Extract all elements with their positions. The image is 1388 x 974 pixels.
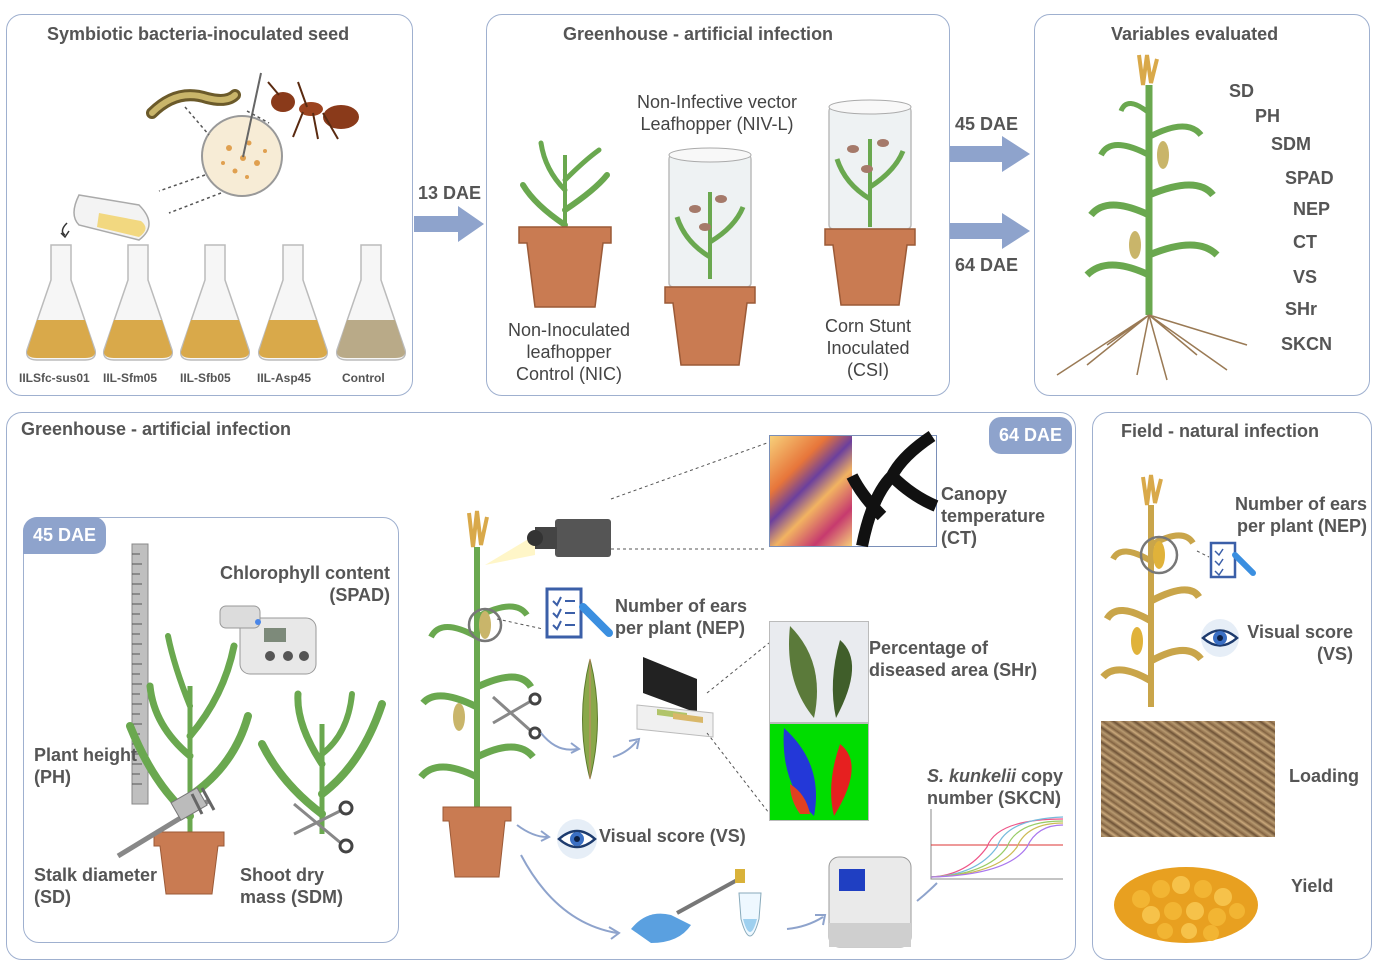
flask-label-3: IIL-Sfb05: [180, 371, 231, 385]
scissors-icon-2: [491, 692, 542, 740]
flask-label-1: IILSfc-sus01: [19, 371, 90, 385]
sdm-label: Shoot dry mass (SDM): [240, 865, 344, 907]
panel-variables-title: Variables evaluated: [1111, 24, 1279, 44]
panel-variables: Variables evaluated SD PH SDM SPAD NEP C…: [1034, 14, 1370, 396]
arrow-label-13dae: 13 DAE: [418, 183, 482, 203]
thermal-image: [769, 431, 939, 548]
sd-label: Stalk diameter (SD): [34, 865, 158, 907]
var-spad: SPAD: [1285, 168, 1334, 188]
nep-connector: [496, 618, 544, 630]
central-maize-icon: [418, 510, 536, 878]
leaf-icon: [582, 658, 598, 780]
field-checklist-icon: [1196, 541, 1256, 579]
camera-connectors: [610, 442, 768, 550]
maize-plant-pot-icon: [126, 633, 252, 895]
var-shr: SHr: [1285, 299, 1318, 319]
badge-45dae: 45 DAE: [23, 517, 107, 554]
arrow-45dae-icon: [950, 136, 1030, 172]
var-vs: VS: [1293, 267, 1318, 287]
var-nep: NEP: [1293, 199, 1331, 219]
scissors-icon: [293, 800, 354, 854]
panel-field: Field - natural infection Number of ears…: [1092, 412, 1372, 960]
scanner-icon: [636, 657, 714, 738]
var-ph: PH: [1255, 106, 1281, 126]
ct-label: Canopy temperature (CT): [941, 484, 1046, 548]
nep-label: Number of ears per plant (NEP): [615, 596, 748, 638]
ph-label: Plant height (PH): [34, 745, 137, 787]
inoculated-flasks: [25, 244, 407, 361]
panel-field-title: Field - natural infection: [1121, 421, 1320, 441]
field-eye-icon: [1201, 619, 1239, 657]
flask-label-5: Control: [342, 371, 385, 385]
var-ct: CT: [1293, 232, 1317, 252]
dotted-connectors: [158, 106, 270, 214]
panel-greenhouse-bottom: Greenhouse - artificial infection 64 DAE…: [6, 412, 1076, 960]
petri-dish-icon: [201, 72, 283, 197]
arrow-64dae-icon: [950, 213, 1030, 249]
calipers-icon: [116, 787, 216, 859]
var-skcn: SKCN: [1281, 334, 1333, 354]
dry-maize-plant-icon: [1100, 474, 1204, 707]
shr-label: Percentage of diseased area (SHr): [869, 638, 1038, 680]
leaf-segmentation-image: [769, 723, 869, 821]
scanner-connectors: [706, 642, 770, 814]
arrow-13dae-icon: [414, 206, 484, 242]
panel-greenhouse-top: Greenhouse - artificial infection Non-In…: [486, 14, 950, 396]
skcn-label: S. kunkelii copy number (SKCN): [927, 765, 1077, 809]
panel-greenhouse-top-title: Greenhouse - artificial infection: [563, 24, 834, 44]
skcn-rest: copy number (SKCN): [927, 766, 1064, 808]
spad-label: Chlorophyll content (SPAD): [220, 563, 390, 605]
field-vs-label: Visual score (VS): [1247, 622, 1353, 664]
nivl-cage-icon: [664, 147, 756, 366]
nivl-label: Non-Infective vector Leafhopper (NIV-L): [636, 92, 798, 134]
var-sdm: SDM: [1271, 134, 1311, 154]
arrow-label-64dae: 64 DAE: [955, 255, 1019, 275]
var-sd: SD: [1229, 81, 1255, 101]
panel-seed: Symbiotic bacteria-inoculated seed: [6, 14, 413, 396]
arrow-label-45dae: 45 DAE: [955, 114, 1019, 134]
panel-seed-title: Symbiotic bacteria-inoculated seed: [47, 24, 350, 44]
csi-cage-icon: [824, 99, 916, 306]
spad-meter-icon: [219, 605, 317, 675]
flow-arrows: [516, 732, 641, 842]
panel-45dae: 45 DAE Chlorophyll content (SPAD): [23, 517, 399, 943]
qpcr-flow-arrows: [520, 854, 938, 940]
tube-icon: [738, 892, 762, 937]
csi-label: Corn Stunt Inoculated (CSI): [824, 316, 912, 380]
field-yield-label: Yield: [1291, 876, 1334, 896]
pipette-hand-icon: [631, 869, 745, 943]
culture-flask-icon: [60, 194, 150, 241]
checklist-icon: [545, 587, 613, 639]
cut-plant-icon: [258, 690, 386, 834]
field-nep-label: Number of ears per plant (NEP): [1234, 494, 1367, 536]
caterpillar-icon: [146, 89, 241, 119]
eye-icon: [557, 819, 597, 859]
field-loading-label: Loading: [1289, 766, 1359, 786]
flask-label-2: IIL-Sfm05: [103, 371, 158, 385]
panel-greenhouse-bottom-title: Greenhouse - artificial infection: [21, 419, 292, 439]
maize-kernels-icon: [1114, 867, 1258, 943]
vs-label: Visual score (VS): [599, 826, 746, 846]
nic-label: Non-Inoculated leafhopper Control (NIC): [507, 320, 631, 384]
lodged-field-photo: [1101, 721, 1275, 837]
flask-label-4: IIL-Asp45: [257, 371, 312, 385]
skcn-species: S. kunkelii: [927, 766, 1017, 786]
maize-plant-icon: [1056, 54, 1248, 381]
badge-64dae: 64 DAE: [989, 417, 1073, 454]
thermal-camera-icon: [485, 519, 611, 565]
qpcr-machine-icon: [828, 856, 912, 948]
ant-icon: [267, 81, 359, 140]
amplification-plot: [930, 809, 1064, 880]
nic-plant-icon: [518, 140, 612, 308]
leaf-scan-photo: [769, 621, 869, 723]
